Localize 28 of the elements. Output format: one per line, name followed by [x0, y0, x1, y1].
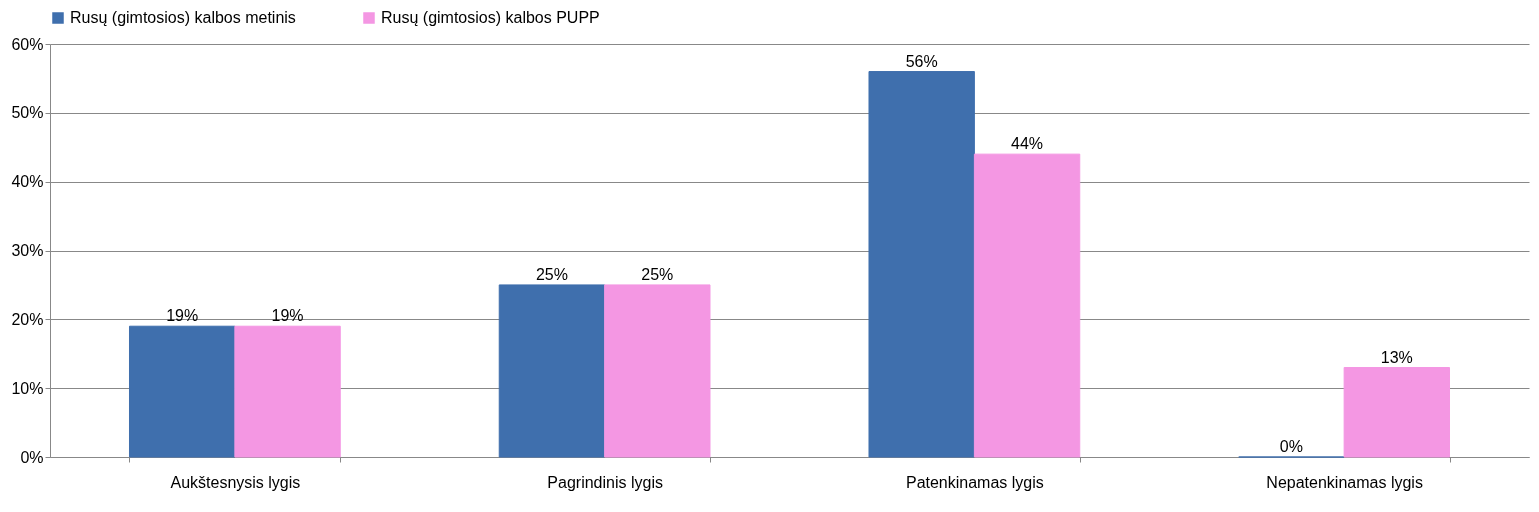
- data-label: 0%: [1279, 438, 1303, 455]
- legend-label: Rusų (gimtosios) kalbos PUPP: [381, 9, 600, 26]
- y-tick-label: 0%: [20, 448, 44, 466]
- data-label: 19%: [271, 307, 304, 325]
- data-label: 56%: [905, 52, 938, 70]
- y-tick-label: 60%: [11, 35, 44, 53]
- bar: [1343, 367, 1450, 458]
- y-tick-label: 40%: [11, 173, 44, 191]
- data-label: 25%: [641, 265, 674, 283]
- x-tick-label: Pagrindinis lygis: [547, 473, 663, 491]
- data-label: 25%: [535, 265, 568, 283]
- data-label: 44%: [1011, 135, 1044, 153]
- x-tick-label: Nepatenkinamas lygis: [1266, 473, 1423, 491]
- bar: [604, 284, 711, 458]
- data-label: 19%: [166, 307, 199, 325]
- data-label: 13%: [1380, 348, 1413, 366]
- bar: [498, 284, 606, 458]
- x-tick-label: Aukštesnysis lygis: [170, 473, 301, 491]
- bar: [129, 325, 236, 458]
- y-tick-label: 20%: [11, 310, 44, 328]
- legend-label: Rusų (gimtosios) kalbos metinis: [70, 9, 296, 26]
- bar: [234, 325, 341, 458]
- x-tick-label: Patenkinamas lygis: [905, 473, 1044, 491]
- y-tick-label: 30%: [11, 242, 44, 259]
- y-tick-label: 10%: [11, 379, 44, 397]
- bar: [973, 153, 1081, 458]
- bar: [868, 71, 975, 458]
- y-tick-label: 50%: [11, 104, 44, 122]
